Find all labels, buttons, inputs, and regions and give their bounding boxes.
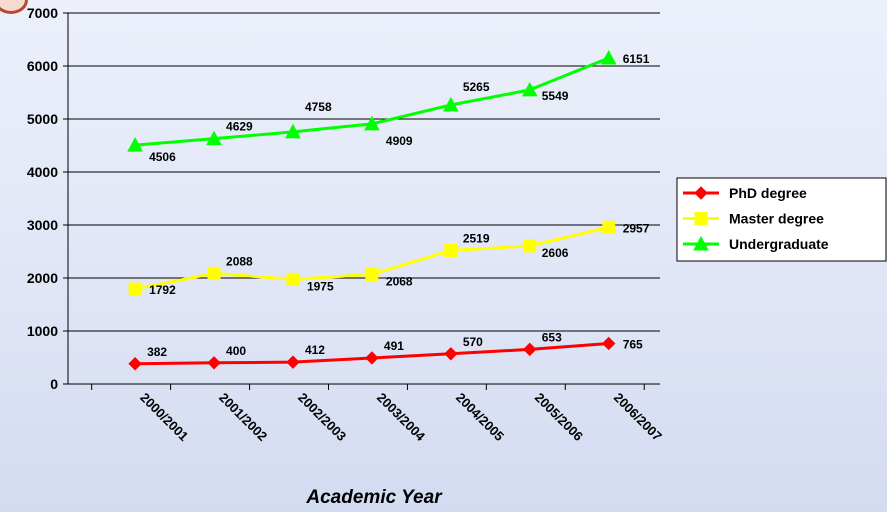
x-tick-label: 2002/2003: [295, 390, 349, 444]
x-tick-label: 2000/2001: [137, 390, 191, 444]
series-master-degree: [128, 220, 616, 296]
y-tick-label: 4000: [27, 164, 58, 180]
data-point: [285, 123, 301, 139]
y-tick-label: 3000: [27, 217, 58, 233]
x-tick-label: 2005/2006: [532, 390, 586, 444]
data-labels: 382 400 412 491 570 653 765 1792 2088 1975 2068 251…: [147, 52, 650, 359]
data-point: [600, 49, 617, 65]
y-tick-label: 1000: [27, 323, 58, 339]
data-point: [207, 356, 221, 370]
series-undergraduate: [127, 49, 617, 152]
series-group: [127, 49, 617, 371]
data-label: 382: [147, 345, 167, 359]
data-label: 2606: [542, 246, 569, 260]
legend-entry-label: PhD degree: [729, 185, 807, 201]
y-tick-label: 5000: [27, 111, 58, 127]
data-point: [128, 282, 142, 296]
data-point: [444, 243, 458, 257]
data-label: 2068: [386, 274, 413, 288]
data-label: 653: [542, 330, 562, 344]
x-tick-label: 2006/2007: [611, 390, 665, 444]
data-point: [286, 355, 300, 369]
x-tick-label: 2003/2004: [374, 390, 429, 445]
y-axis-ticks: 0 1000 2000 3000 4000 5000 6000 7000: [27, 5, 58, 392]
data-label: 570: [463, 335, 483, 349]
legend-entry-label: Master degree: [729, 211, 824, 227]
data-label: 400: [226, 344, 246, 358]
data-label: 5549: [542, 89, 569, 103]
x-axis-ticks: 2000/2001 2001/2002 2002/2003 2003/2004 2004…: [137, 390, 665, 445]
y-tick-label: 0: [50, 376, 58, 392]
data-point: [601, 336, 616, 351]
series-line: [134, 56, 610, 147]
axes: [63, 12, 660, 390]
data-label: 2088: [226, 254, 253, 268]
data-point: [286, 272, 300, 286]
data-label: 765: [623, 337, 643, 351]
x-tick-label: 2001/2002: [216, 390, 270, 444]
data-point: [523, 239, 537, 253]
data-point: [207, 266, 221, 280]
data-label: 1792: [149, 283, 176, 297]
data-label: 2957: [623, 221, 650, 235]
legend-marker: [694, 186, 708, 200]
data-point: [602, 220, 616, 234]
data-label: 4629: [226, 120, 253, 134]
data-label: 5265: [463, 80, 490, 94]
data-label: 412: [305, 343, 325, 357]
data-point: [365, 351, 379, 365]
data-point: [521, 81, 538, 97]
legend-marker: [693, 235, 709, 251]
data-label: 491: [384, 339, 404, 353]
data-point: [442, 96, 459, 112]
data-label: 4909: [386, 134, 413, 148]
x-axis-title: Academic Year: [305, 487, 443, 508]
data-point: [127, 137, 143, 152]
legend: PhD degree Master degree Undergraduate: [676, 177, 887, 262]
data-point: [523, 342, 537, 357]
legend-marker: [694, 212, 708, 225]
data-point: [365, 267, 379, 281]
x-tick-label: 2004/2005: [453, 390, 507, 444]
data-label: 4758: [305, 100, 332, 114]
data-label: 6151: [623, 52, 650, 66]
legend-entry-label: Undergraduate: [729, 236, 829, 252]
data-label: 1975: [307, 279, 334, 293]
data-point: [128, 357, 142, 371]
series-phd-degree: [128, 336, 616, 371]
data-point: [206, 130, 222, 146]
y-tick-label: 2000: [27, 270, 58, 286]
data-label: 4506: [149, 150, 176, 164]
data-label: 2519: [463, 231, 490, 245]
gridlines: [68, 12, 660, 332]
data-point: [364, 115, 380, 131]
data-point: [444, 347, 458, 361]
y-tick-label: 6000: [27, 58, 58, 74]
y-tick-label: 7000: [27, 5, 58, 21]
